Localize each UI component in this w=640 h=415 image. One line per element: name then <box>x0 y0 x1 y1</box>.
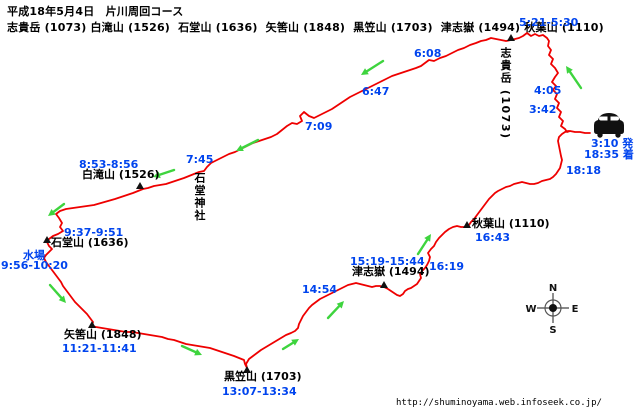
time-4-05: 4:05 <box>534 84 562 97</box>
direction-arrow-shaft <box>52 202 66 214</box>
time-6-47: 6:47 <box>362 85 390 98</box>
direction-arrow-head <box>153 171 161 179</box>
time-16-19: 16:19 <box>429 260 465 273</box>
credits-block: http://shuminoyama.web.infoseek.co.jp/ 「… <box>396 371 640 415</box>
time-7-45: 7:45 <box>186 153 214 166</box>
direction-arrow-head <box>194 348 202 356</box>
time-16-43: 16:43 <box>475 231 511 244</box>
kurogasa-yama-label: 黒笠山 (1703) <box>224 370 302 383</box>
direction-arrow-shaft <box>281 341 295 351</box>
peak-marker <box>380 281 388 288</box>
direction-arrow-head <box>566 66 573 74</box>
time-13-07-13-34: 13:07-13:34 <box>222 385 297 398</box>
compass-rose: N S W E <box>525 283 578 336</box>
peak-markers-layer <box>43 34 515 373</box>
peak-marker <box>43 236 51 243</box>
time-14-54: 14:54 <box>302 283 338 296</box>
water-source-label: 水場 <box>23 249 45 262</box>
direction-arrow-head <box>236 144 244 151</box>
time-7-09: 7:09 <box>305 120 333 133</box>
route-track-layer <box>43 32 591 373</box>
time-9-56-10-20: 9:56-10:20 <box>1 259 68 272</box>
compass-south-label: S <box>549 325 556 336</box>
arrive-time: 18:35 着 <box>584 148 634 161</box>
time-3-42: 3:42 <box>529 103 557 116</box>
compass-ring <box>544 299 562 317</box>
direction-arrow-shaft <box>365 59 385 73</box>
direction-arrow-shaft <box>48 283 63 299</box>
direction-arrows-layer <box>48 59 583 356</box>
peak-marker <box>243 366 251 373</box>
akiba-yama-label: 秋葉山 (1110) <box>472 217 550 230</box>
compass-east-label: E <box>572 304 579 315</box>
depart-time: 3:10 発 <box>591 137 634 150</box>
credit-url: http://shuminoyama.web.infoseek.co.jp/ <box>396 398 602 408</box>
tsushi-dake-label: 津志嶽 (1494) <box>352 265 430 278</box>
direction-arrow-shaft <box>568 70 583 90</box>
direction-arrow-shaft <box>158 168 176 176</box>
shikidake-label: 志貴岳 (1073) <box>499 47 512 140</box>
time-5-21-5-30: 5:21-5:30 <box>519 16 579 29</box>
compass-center-dot <box>549 304 557 312</box>
direction-arrow-head <box>424 234 431 242</box>
route-track <box>43 32 591 373</box>
peak-marker <box>136 182 144 189</box>
compass-north-label: N <box>549 283 557 294</box>
yahazu-yama-label: 矢筈山 (1848) <box>64 328 142 341</box>
time-11-21-11-41: 11:21-11:41 <box>62 342 137 355</box>
time-6-08: 6:08 <box>414 47 442 60</box>
time-8-53-8-56: 8:53-8:56 <box>79 158 139 171</box>
direction-arrow-shaft <box>416 238 429 256</box>
car-icon <box>594 113 624 138</box>
map-title: 平成18年5月4日 片川周回コース <box>7 5 184 18</box>
time-15-19-15-44: 15:19-15:44 <box>350 255 425 268</box>
direction-arrow-head <box>361 68 369 75</box>
time-9-37-9-51: 9:37-9:51 <box>64 226 124 239</box>
shirataki-yama-label: 白滝山 (1526) <box>82 168 160 181</box>
direction-arrow-head <box>58 295 66 303</box>
ishido-yama-label: 石堂山 (1636) <box>51 236 129 249</box>
peak-marker <box>463 221 471 228</box>
peaks-summary: 志貴岳 (1073) 白滝山 (1526) 石堂山 (1636) 矢筈山 (18… <box>7 21 604 34</box>
direction-arrow-shaft <box>326 304 341 320</box>
direction-arrow-shaft <box>241 138 260 150</box>
direction-arrow-head <box>291 339 299 346</box>
direction-arrow-head <box>48 209 56 216</box>
direction-arrow-shaft <box>180 344 197 354</box>
compass-west-label: W <box>525 304 536 315</box>
peak-marker <box>88 321 96 328</box>
time-18-18: 18:18 <box>566 164 602 177</box>
ishido-shrine-label: 石堂神社 <box>193 172 206 222</box>
peak-marker <box>507 34 515 41</box>
direction-arrow-head <box>336 301 344 309</box>
